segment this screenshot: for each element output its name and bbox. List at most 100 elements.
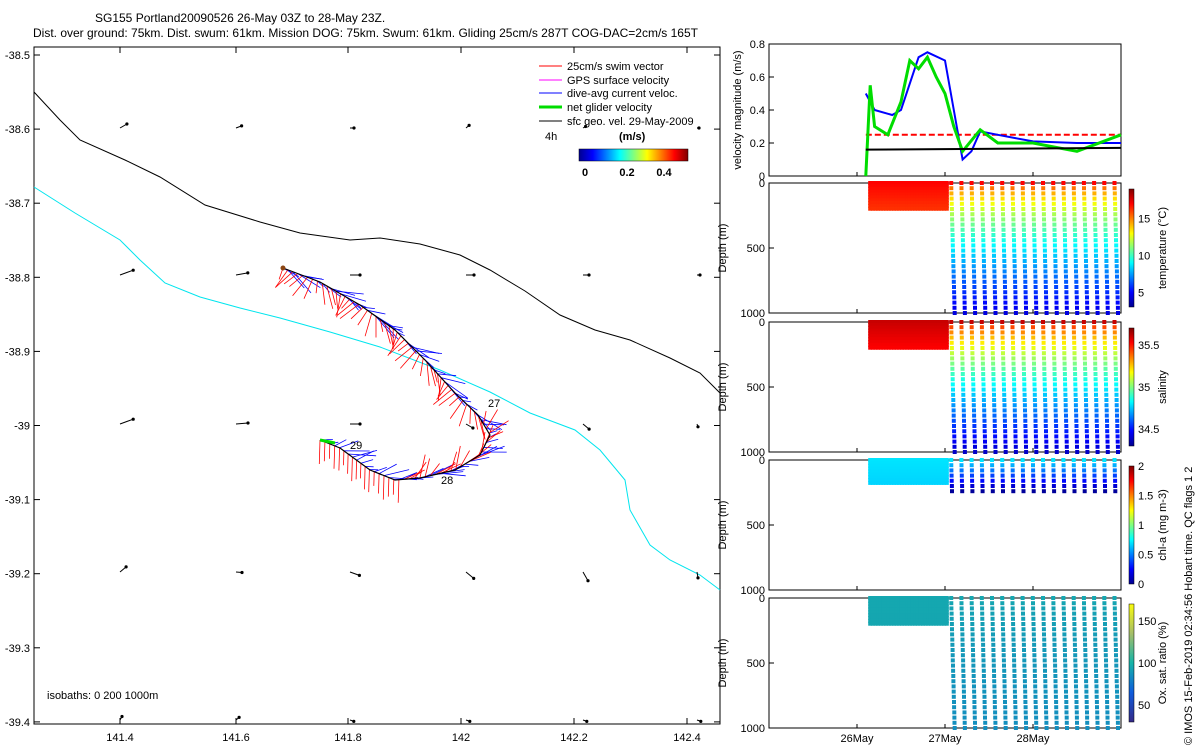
scatter-point (962, 429, 967, 434)
scatter-point (870, 325, 875, 330)
scatter-point (1023, 424, 1028, 428)
scatter-point (905, 601, 910, 606)
scatter-point (928, 596, 933, 600)
scatter-point (889, 342, 894, 347)
scatter-point (1032, 253, 1037, 258)
scatter-point (923, 596, 928, 600)
map-legend: 25cm/s swim vector GPS surface velocity … (539, 61, 694, 179)
scatter-point (1075, 305, 1079, 310)
scatter-point (1115, 290, 1120, 295)
scatter-point (951, 403, 956, 408)
scatter-point (884, 334, 888, 339)
scatter-point (881, 460, 886, 465)
scatter-point (913, 610, 918, 615)
scatter-point (1023, 705, 1028, 710)
scatter-point (889, 183, 894, 188)
scatter-point (1064, 295, 1069, 300)
scatter-point (931, 601, 936, 606)
scatter-point (1031, 335, 1036, 340)
scatter-point (1063, 248, 1068, 253)
scatter-point (972, 295, 977, 300)
scatter-point (961, 663, 966, 668)
scatter-point (1011, 627, 1016, 632)
scatter-point (873, 596, 878, 600)
scatter-point (1012, 674, 1017, 678)
scatter-point (1043, 668, 1047, 673)
scatter-point (944, 181, 949, 185)
scatter-point (1062, 648, 1067, 652)
scatter-point (1053, 674, 1058, 678)
scatter-point (905, 183, 910, 188)
scatter-point (1023, 684, 1027, 689)
scatter-point (1053, 418, 1058, 423)
scatter-point (1043, 674, 1048, 678)
scatter-point (1001, 356, 1006, 361)
scatter-point (868, 340, 873, 344)
scatter-point (897, 206, 902, 211)
scatter-point (936, 337, 941, 342)
scatter-point (1013, 424, 1018, 428)
scatter-point (915, 621, 920, 626)
scatter-point (870, 616, 875, 620)
scatter-point (889, 322, 894, 327)
scatter-point (1044, 300, 1049, 305)
scatter-point (918, 604, 923, 609)
scatter-point (1010, 458, 1015, 462)
scatter-point (1082, 335, 1087, 340)
scatter-point (952, 434, 957, 439)
scatter-point (897, 181, 902, 185)
scatter-point (910, 320, 915, 324)
swim-vector (368, 469, 370, 493)
scatter-point (1103, 238, 1108, 243)
scatter-point (1041, 340, 1046, 345)
scatter-point (886, 337, 891, 342)
dac-vector (462, 400, 472, 403)
scatter-point (1093, 217, 1098, 222)
figure-title: SG155 Portland20090526 26-May 03Z to 28-… (95, 11, 385, 25)
scatter-point (894, 322, 899, 327)
scatter-point (902, 328, 907, 333)
scatter-point (915, 610, 920, 615)
scatter-point (907, 604, 912, 609)
scatter-point (1082, 489, 1087, 494)
scatter-point (1052, 233, 1057, 237)
scatter-point (928, 604, 933, 609)
scatter-point (1041, 484, 1046, 488)
scatter-point (944, 189, 949, 194)
scatter-point (971, 658, 976, 663)
scatter-point (926, 192, 931, 197)
scatter-point (1063, 663, 1068, 668)
scatter-point (1051, 320, 1056, 324)
scatter-point (915, 460, 920, 465)
scatter-point (870, 334, 875, 339)
scatter-point (1073, 377, 1078, 382)
scatter-point (1084, 679, 1089, 684)
dac-vector (464, 463, 479, 466)
scatter-point (870, 460, 875, 465)
scatter-point (1021, 616, 1026, 621)
scatter-point (928, 203, 933, 208)
scatter-point (902, 186, 907, 191)
scatter-point (881, 206, 886, 211)
scatter-point (1061, 468, 1066, 473)
scatter-point (884, 201, 888, 205)
scatter-point (1103, 361, 1108, 366)
scatter-point (881, 181, 886, 185)
scatter-point (962, 720, 967, 725)
scatter-point (897, 328, 902, 333)
scatter-point (913, 616, 918, 620)
scatter-point (1000, 346, 1005, 350)
scatter-point (1054, 311, 1059, 315)
scatter-point (1041, 212, 1046, 217)
scatter-point (1042, 361, 1047, 366)
scatter-point (884, 469, 888, 474)
scatter-point (949, 606, 954, 611)
scatter-point (1114, 269, 1119, 274)
scatter-point (926, 613, 931, 618)
scatter-point (1052, 361, 1057, 366)
scatter-point (1043, 424, 1048, 428)
scatter-point (950, 356, 955, 361)
scatter-point (1103, 346, 1107, 350)
scatter-point (907, 328, 912, 333)
